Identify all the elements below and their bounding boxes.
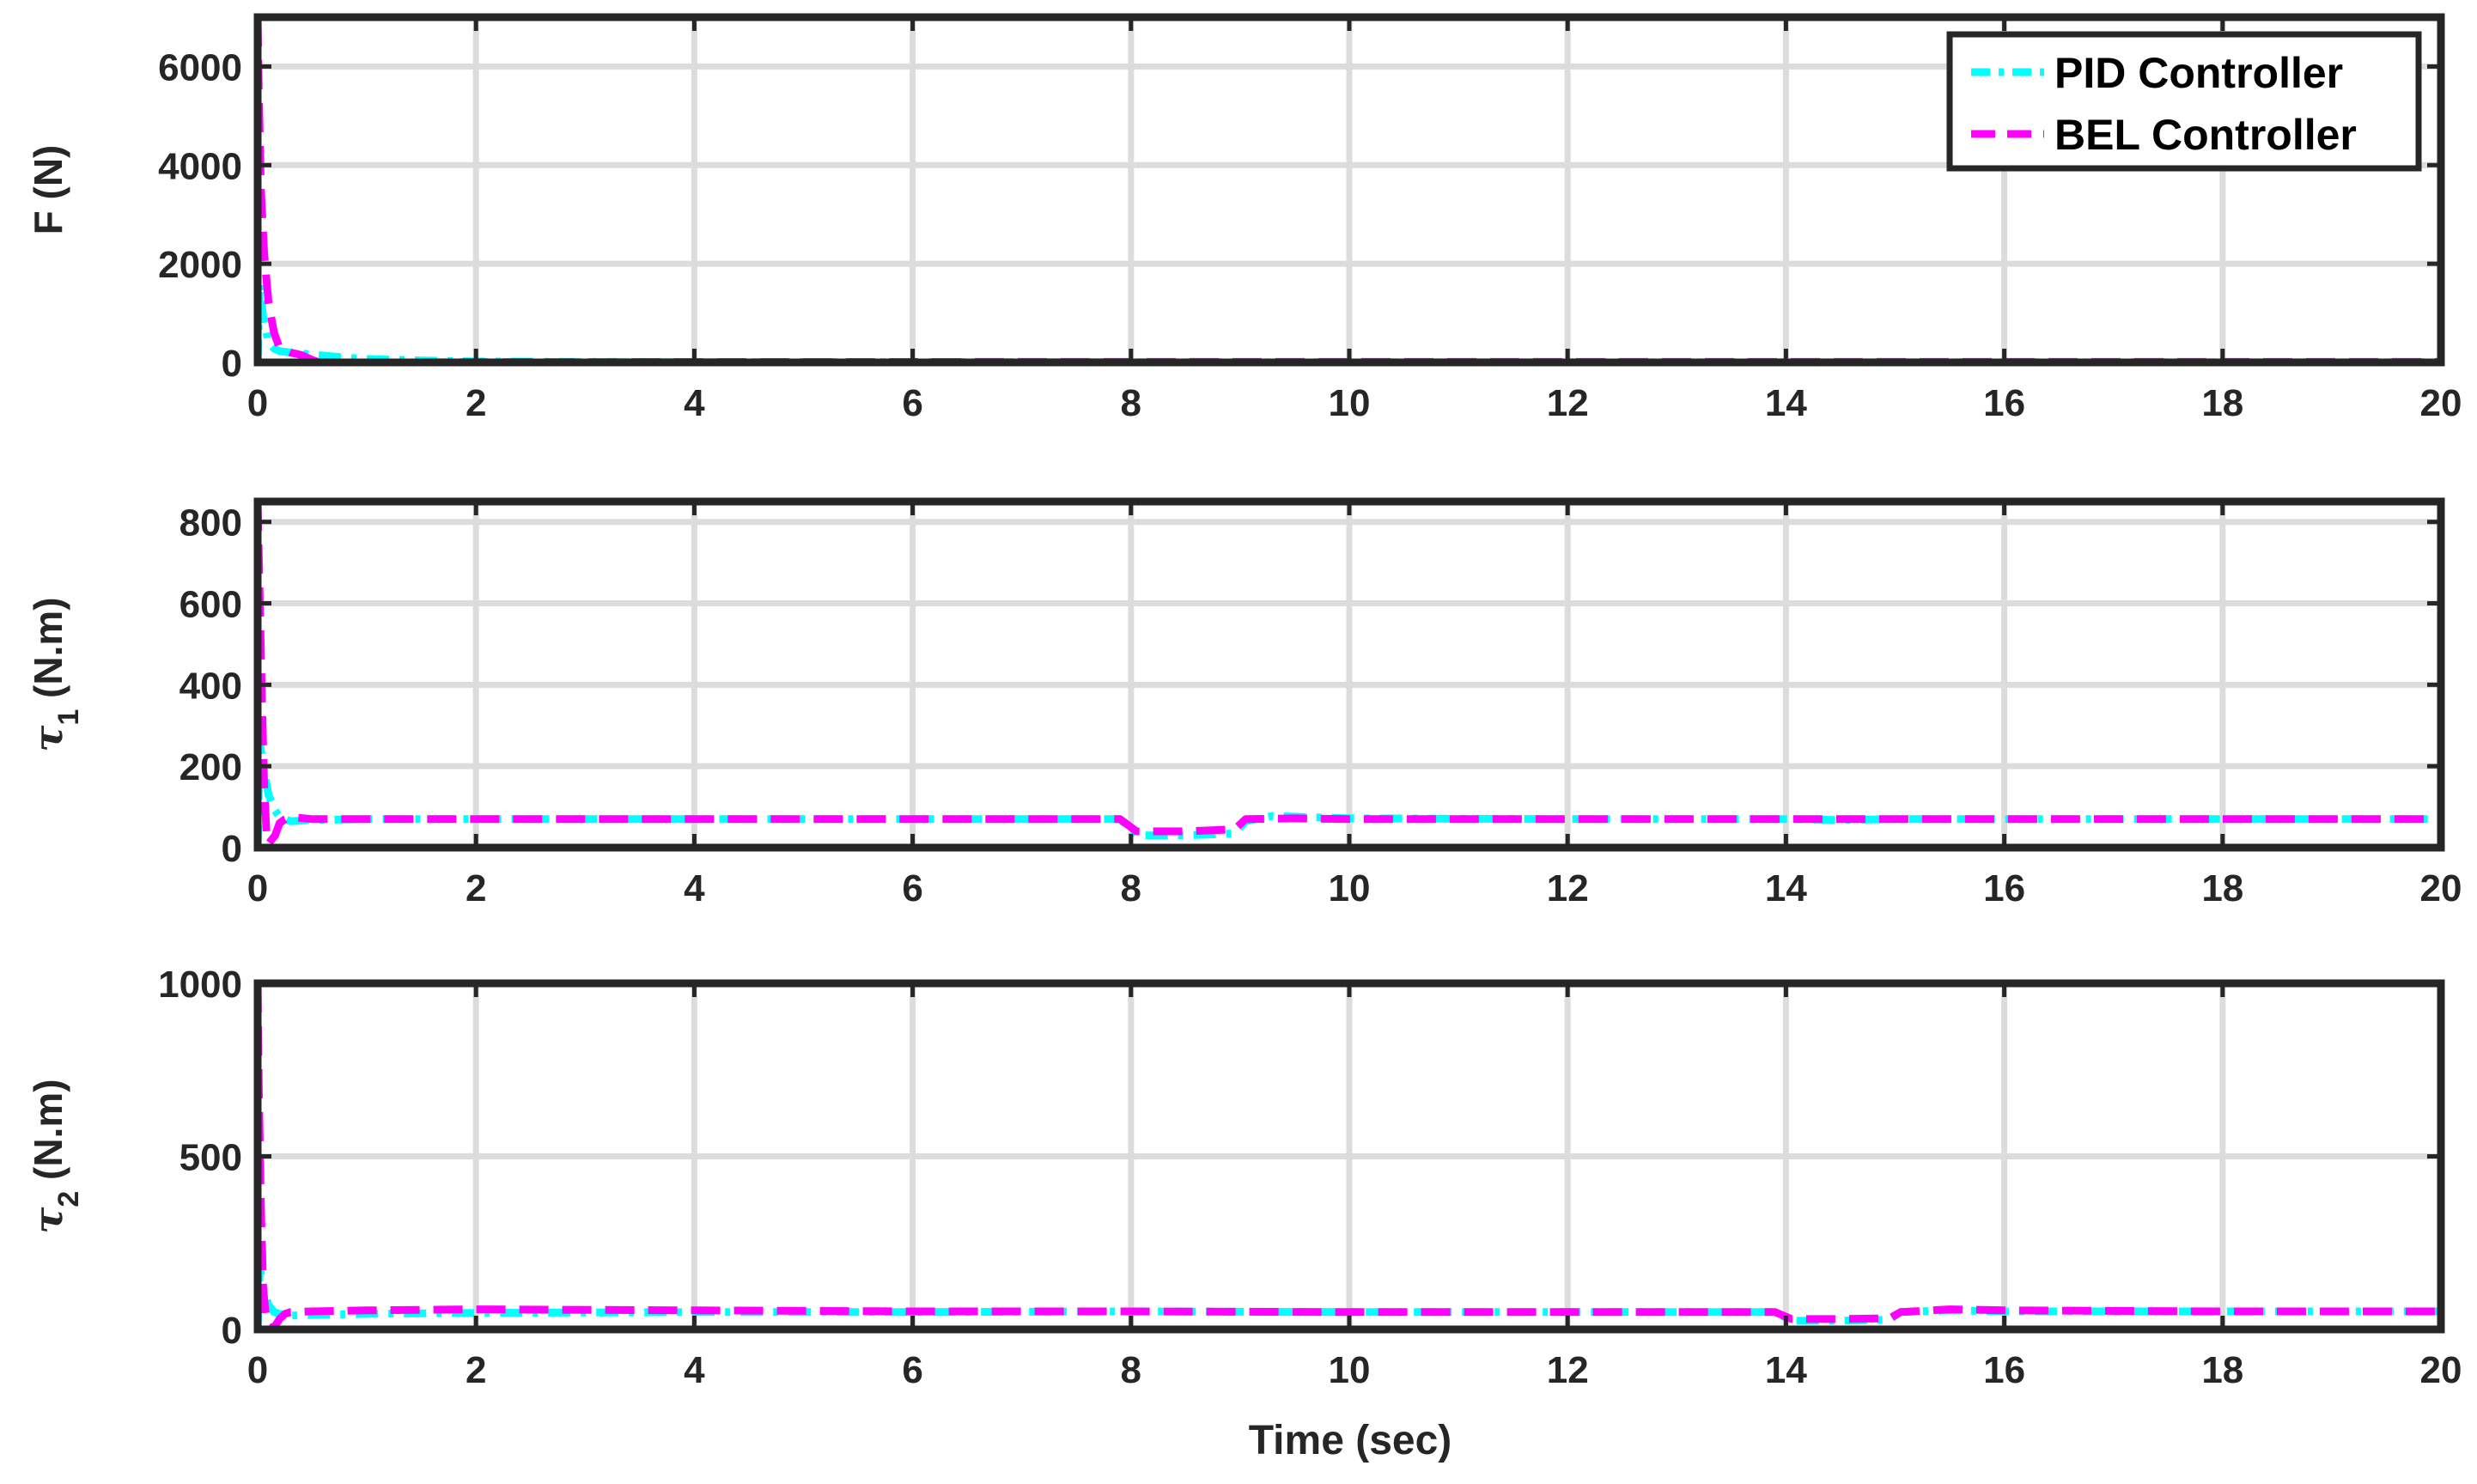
tau2-x-tick-label: 18 (2201, 1349, 2243, 1391)
force-y-tick-label: 6000 (158, 46, 242, 88)
force-y-axis-label: F (N) (26, 145, 70, 235)
force-x-tick-label: 6 (902, 382, 922, 424)
force-x-tick-label: 14 (1765, 382, 1807, 424)
force-x-tick-label: 10 (1329, 382, 1371, 424)
tau1-x-tick-label: 10 (1329, 867, 1371, 909)
tau2-y-tick-label: 0 (222, 1310, 242, 1352)
tau1-x-tick-label: 20 (2420, 867, 2462, 909)
tau2-x-tick-label: 0 (247, 1349, 268, 1391)
tau2-x-tick-label: 8 (1121, 1349, 1141, 1391)
force-series-group (258, 17, 2441, 362)
tau1-x-tick-label: 6 (902, 867, 922, 909)
legend-bel-label: BEL Controller (2054, 111, 2357, 159)
legend-box (1946, 31, 2422, 172)
tau2-x-tick-label: 12 (1547, 1349, 1589, 1391)
tau1-x-tick-label: 8 (1121, 867, 1141, 909)
force-series-pid-line (258, 279, 2441, 362)
tau1-y-tick-label: 600 (180, 584, 242, 626)
tau2-y-axis-label: τ2 (N.m) (25, 1079, 85, 1233)
tau1-x-tick-label: 4 (684, 867, 705, 909)
legend-pid-label: PID Controller (2054, 49, 2343, 97)
tau2-x-tick-label: 16 (1983, 1349, 2025, 1391)
tau1-y-tick-label: 0 (222, 828, 242, 870)
x-axis-label: Time (sec) (1249, 1418, 1452, 1463)
tau1-x-tick-label: 12 (1547, 867, 1589, 909)
force-x-tick-label: 16 (1983, 382, 2025, 424)
legend: PID Controller BEL Controller (1946, 31, 2422, 172)
force-y-tick-label: 4000 (158, 145, 242, 187)
force-x-tick-label: 12 (1547, 382, 1589, 424)
force-y-tick-label: 0 (222, 343, 242, 385)
force-x-tick-label: 8 (1121, 382, 1141, 424)
tau2-series-group (258, 983, 2441, 1329)
force-x-tick-label: 18 (2201, 382, 2243, 424)
tau1-y-axis-label: τ1 (N.m) (25, 597, 85, 751)
force-y-tick-label: 2000 (158, 244, 242, 286)
tau1-y-tick-label: 400 (180, 665, 242, 707)
tau1-x-tick-label: 14 (1765, 867, 1807, 909)
tau1-x-tick-label: 16 (1983, 867, 2025, 909)
tau2-x-tick-label: 14 (1765, 1349, 1807, 1391)
tau2-x-tick-label: 6 (902, 1349, 922, 1391)
force-x-tick-label: 2 (466, 382, 486, 424)
tau1-y-tick-label: 800 (180, 502, 242, 544)
tau1-series-group (258, 502, 2441, 848)
tau2-series-bel-line (258, 983, 2441, 1329)
tau1-series-bel-line (258, 502, 2441, 848)
tau2-y-tick-label: 1000 (158, 964, 242, 1006)
tau1-x-tick-label: 0 (247, 867, 268, 909)
tau2-x-tick-label: 2 (466, 1349, 486, 1391)
force-x-tick-label: 20 (2420, 382, 2462, 424)
tau2-y-tick-label: 500 (180, 1137, 242, 1179)
tau2-x-tick-label: 4 (684, 1349, 705, 1391)
tau2-x-tick-label: 10 (1329, 1349, 1371, 1391)
force-x-tick-label: 4 (684, 382, 705, 424)
tau2-panel: 0 2 4 6 8 10 12 14 16 18 20 0 500 1000 τ2 (N.m) (25, 964, 2462, 1391)
tau1-x-tick-label: 2 (466, 867, 486, 909)
tau1-y-tick-label: 200 (180, 746, 242, 788)
tau1-x-tick-label: 18 (2201, 867, 2243, 909)
tau2-x-tick-label: 20 (2420, 1349, 2462, 1391)
force-x-tick-label: 0 (247, 382, 268, 424)
